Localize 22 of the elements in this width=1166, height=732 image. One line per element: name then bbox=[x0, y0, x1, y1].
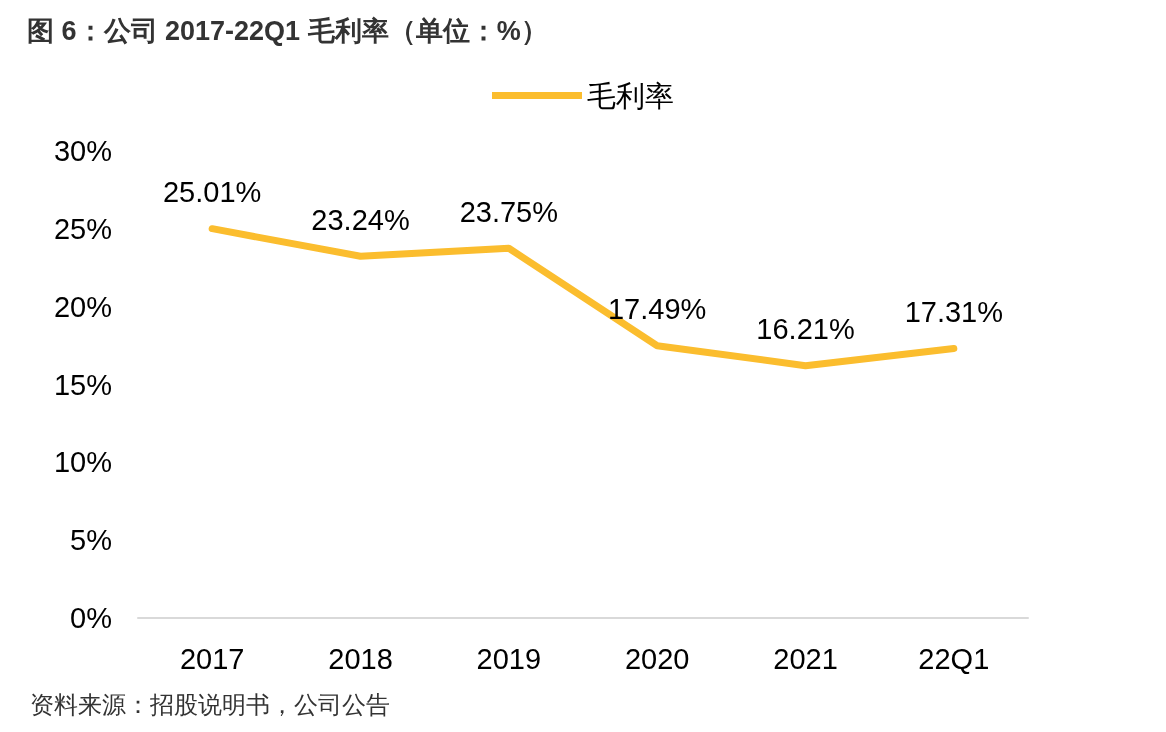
data-label: 25.01% bbox=[162, 176, 262, 209]
y-tick-label: 25% bbox=[53, 212, 112, 245]
data-label: 16.21% bbox=[756, 313, 855, 346]
x-tick-label: 2020 bbox=[624, 642, 690, 675]
x-tick-label: 22Q1 bbox=[918, 642, 990, 675]
y-tick-label: 15% bbox=[53, 368, 112, 401]
y-tick-label: 10% bbox=[53, 446, 112, 479]
y-tick-label: 5% bbox=[70, 524, 112, 557]
data-label: 17.31% bbox=[904, 296, 1004, 329]
legend-label: 毛利率 bbox=[587, 79, 674, 112]
chart-title: 图 6：公司 2017-22Q1 毛利率（单位：%） bbox=[27, 15, 548, 46]
data-label: 17.49% bbox=[607, 293, 707, 326]
data-label: 23.75% bbox=[459, 195, 559, 228]
text: 资料来源：招股说明书，公司公告 bbox=[30, 690, 390, 718]
y-tick-label: 0% bbox=[70, 602, 112, 634]
x-tick-label: 2018 bbox=[328, 642, 393, 675]
data-label: 23.24% bbox=[311, 203, 410, 236]
y-tick-label: 20% bbox=[53, 290, 112, 323]
y-tick-label: 30% bbox=[53, 135, 112, 167]
x-tick-label: 2017 bbox=[179, 642, 245, 675]
x-tick-label: 2021 bbox=[773, 642, 838, 675]
x-tick-label: 2019 bbox=[476, 642, 542, 675]
